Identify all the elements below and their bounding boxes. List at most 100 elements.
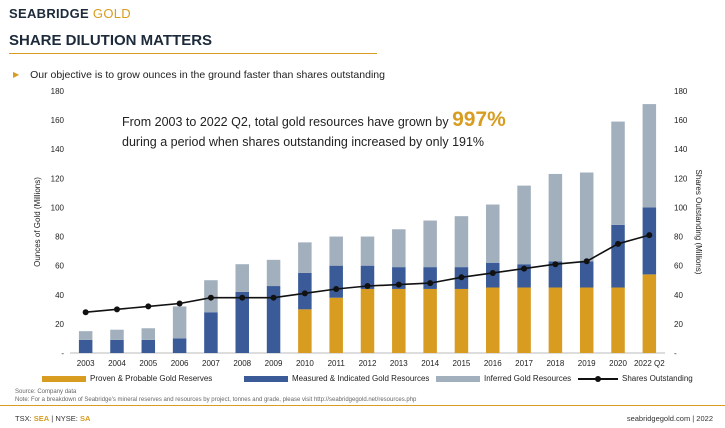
bar-segment-measured bbox=[360, 265, 375, 289]
bar-segment-proven bbox=[392, 288, 406, 353]
shares-point bbox=[333, 285, 340, 292]
shares-point bbox=[239, 294, 246, 301]
shares-point bbox=[301, 290, 308, 297]
x-tick-label: 2003 bbox=[77, 359, 95, 368]
legend-item-inferred: Inferred Gold Resources bbox=[436, 374, 571, 383]
bar-segment-proven bbox=[548, 287, 563, 353]
y-tick-label-left: 40 bbox=[55, 291, 64, 300]
x-tick-label: 2015 bbox=[453, 359, 471, 368]
source-text: Source: Company data bbox=[15, 389, 77, 395]
y-tick-label-right: 60 bbox=[674, 262, 683, 271]
x-tick-label: 2005 bbox=[139, 359, 157, 368]
bar-segment-inferred bbox=[78, 331, 93, 340]
legend-item-proven: Proven & Probable Gold Reserves bbox=[42, 374, 212, 383]
callout-line-2: during a period when shares outstanding … bbox=[122, 135, 485, 149]
bar-segment-inferred bbox=[517, 185, 531, 265]
y-tick-label-right: 20 bbox=[674, 320, 683, 329]
bar-segment-measured bbox=[266, 286, 281, 353]
shares-point bbox=[458, 274, 465, 281]
bar-segment-measured bbox=[548, 261, 563, 288]
shares-point bbox=[521, 265, 528, 272]
y-axis-title-right: Shares Outstanding (Millions) bbox=[694, 170, 703, 275]
x-tick-label: 2013 bbox=[390, 359, 408, 368]
y-tick-label-right: 160 bbox=[674, 116, 688, 125]
x-tick-label: 2007 bbox=[202, 359, 220, 368]
nyse-label: NYSE: bbox=[55, 414, 78, 423]
x-tick-label: 2022 Q2 bbox=[634, 359, 665, 368]
bar-segment-inferred bbox=[611, 121, 625, 225]
objective-text: Our objective is to grow ounces in the g… bbox=[30, 69, 385, 81]
ticker-separator: | bbox=[51, 414, 54, 423]
ticker-info: TSX: SEA | NYSE: SA bbox=[15, 414, 90, 423]
x-tick-label: 2009 bbox=[265, 359, 283, 368]
company-logo: SEABRIDGE GOLD bbox=[9, 6, 131, 21]
slide-title: SHARE DILUTION MATTERS bbox=[9, 32, 213, 49]
shares-point bbox=[615, 240, 622, 247]
y-tick-label-left: 120 bbox=[51, 174, 65, 183]
bar-segment-measured bbox=[110, 339, 124, 353]
bar-segment-inferred bbox=[360, 236, 375, 266]
bar-segment-measured bbox=[235, 291, 249, 353]
note-text: Note: For a breakdown of Seabridge's min… bbox=[15, 397, 417, 403]
bar-segment-inferred bbox=[579, 172, 594, 262]
bar-segment-inferred bbox=[454, 216, 469, 268]
bar-segment-proven bbox=[486, 287, 500, 353]
callout-highlight: 997% bbox=[452, 108, 506, 131]
callout-line-1: From 2003 to 2022 Q2, total gold resourc… bbox=[122, 115, 449, 129]
legend-swatch-measured bbox=[244, 375, 288, 382]
bar-segment-measured bbox=[329, 265, 343, 298]
y-tick-label-left: 20 bbox=[55, 320, 64, 329]
y-tick-label-right: 40 bbox=[674, 291, 683, 300]
legend-label-measured: Measured & Indicated Gold Resources bbox=[292, 374, 430, 383]
shares-point bbox=[145, 303, 152, 310]
shares-point bbox=[552, 261, 559, 268]
y-tick-label-left: 60 bbox=[55, 262, 64, 271]
bar-segment-measured bbox=[392, 267, 406, 289]
shares-point bbox=[427, 280, 434, 287]
y-tick-label-left: 160 bbox=[51, 116, 65, 125]
website-year: seabridgegold.com | 2022 bbox=[626, 414, 713, 423]
shares-point bbox=[270, 294, 277, 301]
x-tick-label: 2019 bbox=[578, 359, 596, 368]
nyse-symbol: SA bbox=[79, 414, 91, 423]
y-tick-label-right: 140 bbox=[674, 145, 688, 154]
bar-segment-measured bbox=[642, 207, 657, 275]
bar-segment-inferred bbox=[392, 229, 406, 268]
x-tick-label: 2020 bbox=[609, 359, 627, 368]
bullet-arrow-icon: ▶ bbox=[13, 70, 20, 79]
y-tick-label-right: 180 bbox=[674, 87, 688, 96]
bar-segment-proven bbox=[454, 288, 469, 353]
tsx-symbol: SEA bbox=[33, 414, 50, 423]
bar-segment-measured bbox=[172, 338, 187, 353]
legend-item-measured: Measured & Indicated Gold Resources bbox=[244, 374, 429, 383]
bar-segment-inferred bbox=[172, 306, 187, 339]
objective-bullet: ▶ Our objective is to grow ounces in the… bbox=[13, 69, 385, 81]
title-divider bbox=[9, 53, 377, 54]
bar-segment-measured bbox=[517, 264, 531, 288]
x-tick-label: 2014 bbox=[421, 359, 439, 368]
bar-segment-proven bbox=[642, 274, 657, 353]
x-tick-label: 2011 bbox=[328, 359, 346, 368]
y-axis-title-left: Ounces of Gold (Millions) bbox=[33, 177, 42, 267]
legend-label-inferred: Inferred Gold Resources bbox=[484, 374, 572, 383]
shares-point bbox=[113, 306, 120, 313]
shares-point bbox=[82, 309, 89, 316]
y-tick-label-right: - bbox=[674, 349, 677, 358]
y-tick-label-left: 100 bbox=[51, 203, 65, 212]
bar-segment-proven bbox=[517, 287, 531, 353]
bar-segment-inferred bbox=[423, 220, 437, 268]
legend-item-shares: Shares Outstanding bbox=[578, 374, 693, 383]
x-tick-label: 2008 bbox=[233, 359, 251, 368]
legend-swatch-proven bbox=[42, 375, 86, 382]
x-tick-label: 2004 bbox=[108, 359, 126, 368]
bar-segment-measured bbox=[579, 261, 594, 288]
x-tick-label: 2018 bbox=[546, 359, 564, 368]
y-tick-label-right: 120 bbox=[674, 174, 688, 183]
x-tick-label: 2016 bbox=[484, 359, 502, 368]
legend-label-proven: Proven & Probable Gold Reserves bbox=[90, 374, 213, 383]
growth-callout: From 2003 to 2022 Q2, total gold resourc… bbox=[122, 108, 592, 152]
x-tick-label: 2006 bbox=[171, 359, 189, 368]
bar-segment-inferred bbox=[141, 328, 156, 340]
chart-legend: Proven & Probable Gold Reserves Measured… bbox=[0, 374, 725, 388]
